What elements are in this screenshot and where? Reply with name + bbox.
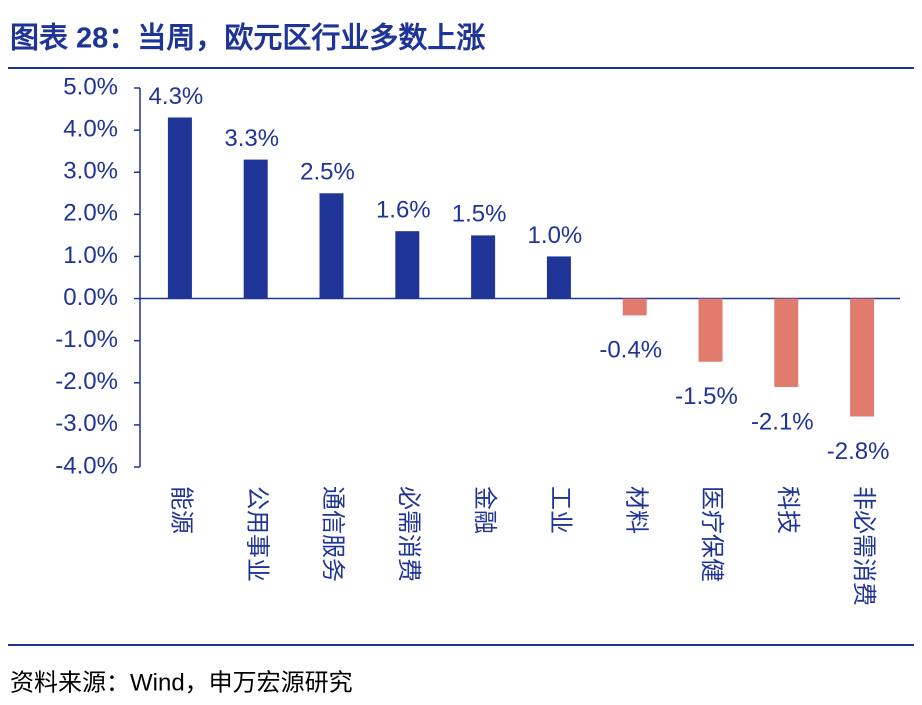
x-tick-label: 非必需消费 [850,486,877,606]
y-tick-label: -4.0% [55,452,118,479]
y-tick-label: 2.0% [63,200,118,227]
data-label: -2.1% [751,408,814,435]
bar [698,298,723,362]
data-label: -0.4% [599,337,662,364]
bar [243,159,268,299]
bar [774,298,799,387]
x-tick-label: 医疗保健 [698,486,725,582]
x-tick-label: 材料 [622,486,649,534]
data-label: -2.8% [827,438,890,465]
x-tick-label: 金融 [471,486,498,534]
bar [546,256,571,299]
chart-title: 图表 28：当周，欧元区行业多数上涨 [10,22,485,55]
y-tick-label: 0.0% [63,284,118,311]
data-label: 2.5% [300,159,355,186]
bar [622,298,647,316]
bar [395,231,420,299]
data-label: 3.3% [224,125,279,152]
x-tick-label: 能源 [168,486,195,534]
data-label: 4.3% [149,83,204,110]
y-tick-label: -3.0% [55,410,118,437]
data-label: 1.5% [452,201,507,228]
bar [167,117,192,299]
x-tick-label: 公用事业 [243,486,270,582]
y-tick-label: -2.0% [55,368,118,395]
source-note: 资料来源：Wind，申万宏源研究 [10,669,353,696]
bar [850,298,875,417]
bar [471,235,496,299]
y-tick-label: 3.0% [63,158,118,185]
x-tick-label: 工业 [547,486,574,534]
y-tick-label: 4.0% [63,115,118,142]
x-tick-label: 通信服务 [319,486,346,582]
y-tick-label: 5.0% [63,73,118,100]
data-label: -1.5% [675,383,738,410]
y-tick-label: 1.0% [63,242,118,269]
x-tick-label: 科技 [774,486,801,534]
data-label: 1.6% [376,197,431,224]
y-tick-label: -1.0% [55,326,118,353]
bar [319,193,344,299]
data-label: 1.0% [528,222,583,249]
x-tick-label: 必需消费 [395,486,422,582]
